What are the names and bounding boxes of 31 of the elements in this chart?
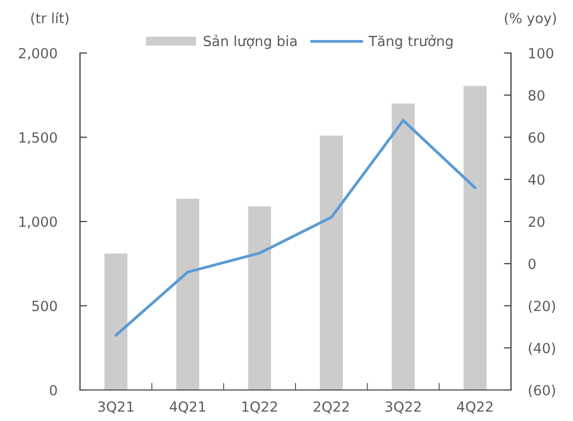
y-tick-label: 1,500 — [20, 132, 57, 144]
x-tick-label: 3Q21 — [98, 401, 134, 414]
y2-tick-label: (20) — [528, 300, 555, 313]
y2-tick-label: 80 — [528, 90, 544, 101]
y-tick-label: 1,000 — [20, 216, 57, 228]
x-tick-label: 4Q22 — [457, 401, 492, 414]
y2-axis-title: (% yoy) — [504, 12, 556, 26]
x-tick-label: 2Q22 — [314, 401, 349, 414]
bar — [176, 198, 200, 390]
x-tick-label: 4Q21 — [170, 401, 206, 414]
bar — [320, 136, 343, 390]
y2-tick-label: 60 — [528, 132, 544, 143]
y2-tick-label: (60) — [528, 384, 555, 398]
y2-tick-label: (40) — [528, 342, 555, 355]
y-tick-label: 0 — [50, 384, 57, 396]
y-axis-title: (tr lít) — [31, 12, 68, 25]
y2-tick-label: 40 — [528, 174, 544, 185]
legend-label: Sản lượng bia — [204, 34, 297, 49]
bar — [248, 206, 272, 390]
y2-tick-label: 20 — [528, 216, 544, 227]
x-tick-label: 1Q22 — [242, 401, 277, 414]
legend-label: Tăng trưởng — [368, 34, 452, 49]
line-series — [114, 119, 476, 337]
x-tick-label: 3Q22 — [386, 401, 421, 414]
y2-tick-label: 100 — [529, 48, 554, 58]
y-tick-label: 2,000 — [19, 48, 57, 60]
y2-tick-label: 0 — [528, 258, 536, 270]
bar — [392, 104, 415, 390]
bar — [464, 86, 487, 390]
bar — [104, 254, 128, 390]
y-tick-label: 500 — [32, 300, 57, 312]
